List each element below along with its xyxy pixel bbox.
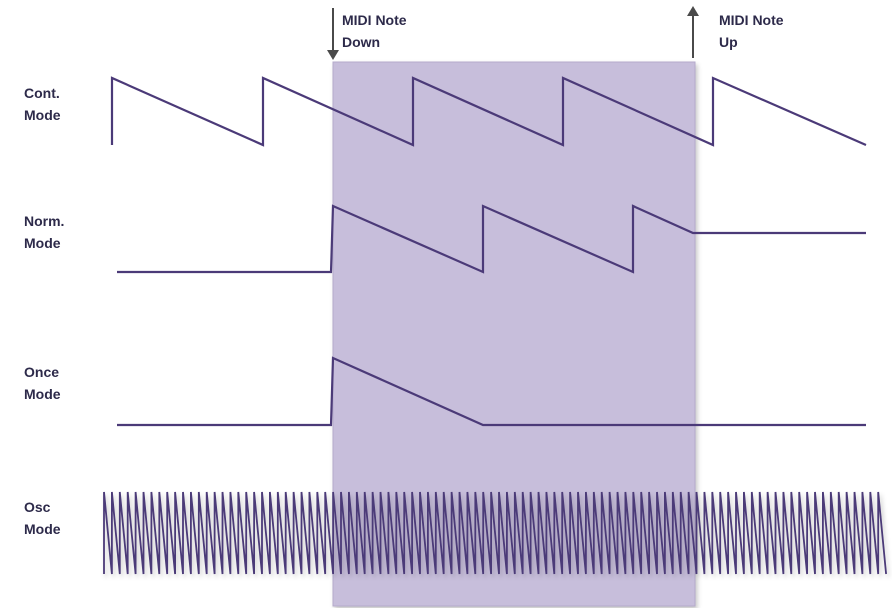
cont-mode-label-line1: Cont.: [24, 85, 60, 101]
osc-mode-label-line1: Osc: [24, 499, 51, 515]
norm-mode-label-line1: Norm.: [24, 213, 65, 229]
note-down-label-line1: MIDI Note: [342, 12, 407, 28]
note-up-arrow-icon: [687, 6, 699, 58]
once-mode-waveform: [117, 356, 866, 427]
note-down-label: MIDI Note Down: [342, 9, 407, 53]
osc-mode-label: Osc Mode: [24, 496, 61, 540]
osc-mode-waveform: [103, 491, 887, 575]
note-down-arrow-icon: [327, 8, 339, 60]
norm-mode-label: Norm. Mode: [24, 210, 64, 254]
once-mode-label: Once Mode: [24, 361, 61, 405]
norm-mode-waveform: [117, 204, 866, 274]
norm-mode-label-line2: Mode: [24, 235, 61, 251]
note-down-label-line2: Down: [342, 34, 381, 50]
cont-mode-label-line2: Mode: [24, 107, 61, 123]
note-up-label-line2: Up: [719, 34, 738, 50]
once-mode-label-line1: Once: [24, 364, 60, 380]
note-up-label-line1: MIDI Note: [719, 12, 784, 28]
once-mode-label-line2: Mode: [24, 386, 61, 402]
note-up-label: MIDI Note Up: [719, 9, 784, 53]
cont-mode-waveform: [110, 76, 867, 147]
cont-mode-label: Cont. Mode: [24, 82, 61, 126]
osc-mode-label-line2: Mode: [24, 521, 61, 537]
